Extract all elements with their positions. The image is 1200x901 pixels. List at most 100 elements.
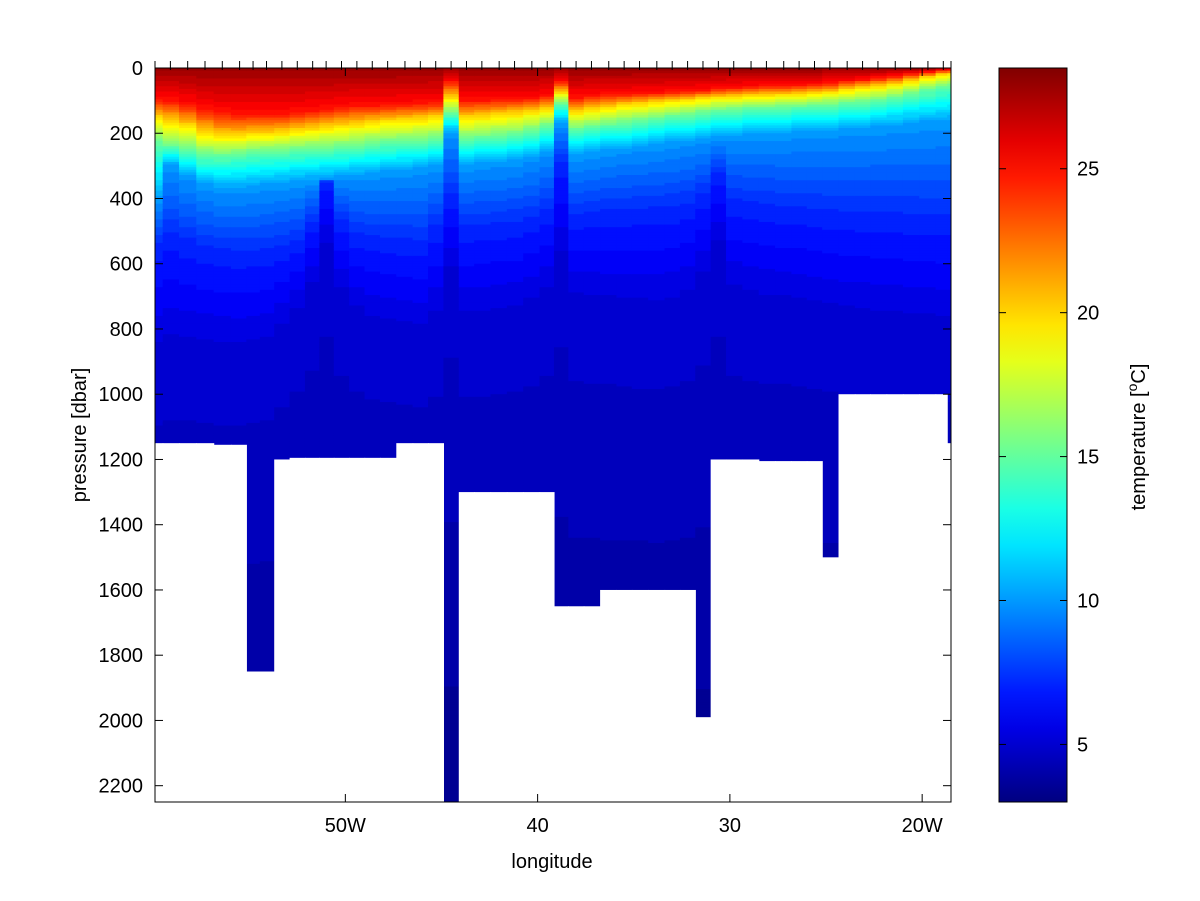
- temperature-cell: [196, 253, 215, 257]
- temperature-cell: [246, 498, 261, 502]
- temperature-cell: [319, 344, 335, 348]
- temperature-cell: [259, 569, 275, 573]
- temperature-cell: [333, 261, 350, 265]
- temperature-cell: [289, 282, 306, 286]
- temperature-cell: [364, 182, 381, 187]
- temperature-cell: [349, 362, 366, 367]
- temperature-cell: [379, 203, 397, 207]
- temperature-cell: [333, 193, 350, 197]
- temperature-cell: [304, 261, 320, 265]
- temperature-cell: [259, 224, 275, 228]
- temperature-cell: [230, 389, 247, 393]
- temperature-cell: [349, 211, 366, 215]
- temperature-cell: [246, 253, 261, 257]
- temperature-cell: [213, 422, 232, 427]
- temperature-cell: [246, 618, 261, 622]
- temperature-cell: [412, 88, 429, 93]
- temperature-cell: [412, 300, 429, 304]
- temperature-cell: [396, 107, 414, 111]
- temperature-cell: [246, 122, 261, 127]
- temperature-cell: [274, 201, 291, 205]
- temperature-cell: [213, 104, 232, 108]
- temperature-cell: [412, 305, 429, 309]
- temperature-cell: [246, 383, 261, 387]
- temperature-cell: [259, 428, 275, 432]
- temperature-cell: [213, 91, 232, 95]
- temperature-cell: [246, 88, 261, 93]
- temperature-cell: [379, 305, 397, 309]
- temperature-cell: [349, 342, 366, 346]
- temperature-cell: [196, 206, 215, 210]
- temperature-cell: [333, 391, 350, 395]
- temperature-cell: [289, 326, 306, 330]
- temperature-cell: [333, 313, 350, 317]
- temperature-cell: [333, 70, 350, 74]
- temperature-cell: [274, 227, 291, 231]
- temperature-cell: [246, 370, 261, 374]
- temperature-cell: [179, 368, 197, 372]
- temperature-cell: [319, 75, 335, 80]
- temperature-cell: [213, 146, 232, 150]
- temperature-cell: [289, 305, 306, 309]
- temperature-cell: [196, 402, 215, 406]
- temperature-cell: [213, 112, 232, 116]
- temperature-cell: [333, 151, 350, 155]
- temperature-cell: [259, 208, 275, 213]
- temperature-cell: [379, 81, 397, 85]
- temperature-cell: [412, 216, 429, 220]
- temperature-cell: [213, 386, 232, 390]
- temperature-cell: [213, 321, 232, 325]
- temperature-cell: [179, 402, 197, 406]
- temperature-cell: [246, 130, 261, 134]
- temperature-cell: [379, 86, 397, 90]
- temperature-cell: [412, 208, 429, 213]
- temperature-cell: [259, 509, 275, 513]
- temperature-cell: [179, 169, 197, 173]
- temperature-cell: [289, 344, 306, 348]
- temperature-cell: [333, 383, 350, 387]
- temperature-cell: [319, 347, 335, 351]
- temperature-cell: [289, 198, 306, 202]
- temperature-cell: [333, 107, 350, 111]
- temperature-cell: [364, 91, 381, 95]
- temperature-cell: [230, 130, 247, 134]
- temperature-cell: [213, 349, 232, 354]
- temperature-cell: [155, 143, 164, 147]
- temperature-cell: [289, 81, 306, 85]
- temperature-cell: [349, 268, 366, 273]
- temperature-cell: [155, 415, 164, 419]
- temperature-cell: [162, 88, 180, 93]
- temperature-cell: [274, 349, 291, 354]
- temperature-cell: [259, 198, 275, 202]
- temperature-cell: [364, 396, 381, 401]
- temperature-cell: [196, 415, 215, 419]
- temperature-cell: [289, 297, 306, 301]
- temperature-cell: [274, 331, 291, 335]
- temperature-cell: [259, 561, 275, 565]
- temperature-cell: [246, 138, 261, 142]
- temperature-cell: [289, 94, 306, 98]
- temperature-cell: [319, 386, 335, 390]
- temperature-cell: [213, 279, 232, 283]
- temperature-cell: [230, 235, 247, 239]
- temperature-cell: [396, 258, 414, 262]
- temperature-cell: [196, 334, 215, 338]
- temperature-cell: [246, 506, 261, 510]
- temperature-cell: [246, 284, 261, 288]
- temperature-cell: [162, 177, 180, 181]
- temperature-cell: [155, 164, 164, 168]
- temperature-cell: [412, 83, 429, 87]
- temperature-cell: [230, 261, 247, 265]
- temperature-cell: [333, 117, 350, 121]
- temperature-cell: [319, 232, 335, 236]
- temperature-cell: [364, 373, 381, 377]
- temperature-cell: [364, 407, 381, 411]
- temperature-cell: [349, 326, 366, 330]
- temperature-cell: [230, 133, 247, 137]
- temperature-cell: [246, 362, 261, 367]
- temperature-cell: [319, 378, 335, 382]
- temperature-cell: [379, 188, 397, 192]
- temperature-cell: [259, 621, 275, 625]
- temperature-cell: [349, 148, 366, 153]
- temperature-cell: [333, 282, 350, 286]
